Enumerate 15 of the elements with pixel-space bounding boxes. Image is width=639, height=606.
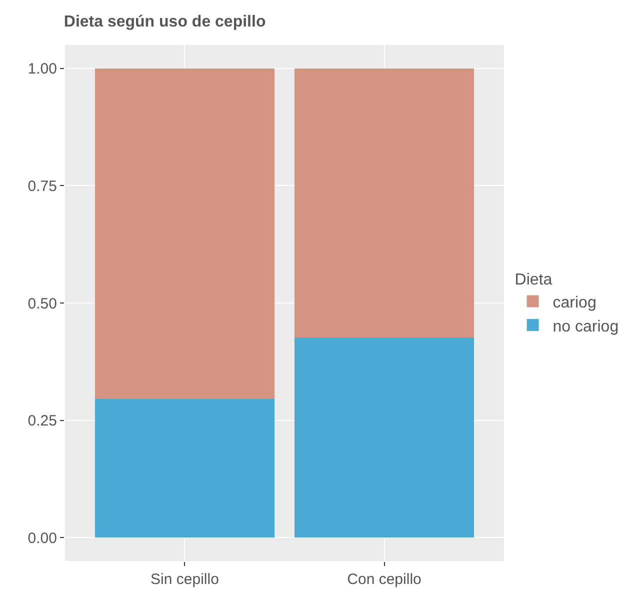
bar	[294, 68, 474, 338]
y-tick-label: 0.00	[28, 530, 57, 547]
legend-label: no cariog	[552, 318, 619, 336]
y-tick-label: 0.75	[28, 178, 57, 195]
legend-label: cariog	[552, 294, 596, 312]
x-tick-label: Sin cepillo	[150, 571, 219, 588]
x-tick-label: Con cepillo	[347, 571, 422, 588]
bar	[94, 399, 275, 538]
chart-title: Dieta según uso de cepillo	[64, 13, 266, 30]
bar	[294, 338, 474, 538]
y-tick-label: 0.25	[28, 412, 57, 430]
bar	[94, 68, 275, 400]
y-tick-label: 0.50	[28, 295, 57, 312]
y-tick-label: 1.00	[28, 60, 57, 78]
legend-title: Dieta	[514, 271, 552, 288]
